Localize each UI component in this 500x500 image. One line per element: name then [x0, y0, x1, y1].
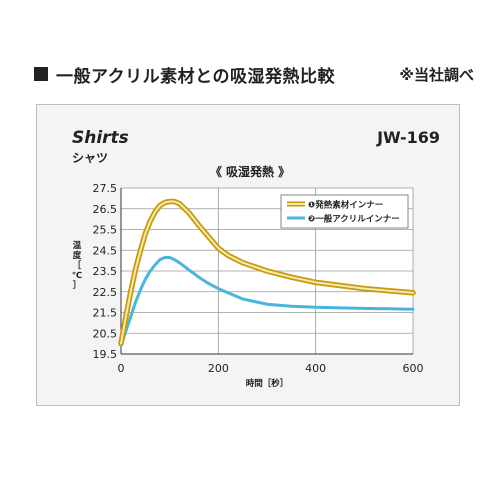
y-tick-label: 19.5 — [93, 348, 118, 361]
x-axis-label: 時間［秒］ — [246, 378, 289, 389]
series-line-acrylic — [119, 256, 415, 348]
product-name: Shirts — [72, 128, 129, 148]
legend-box — [280, 194, 409, 229]
header-note: ※当社調べ — [399, 65, 474, 84]
y-tick-label: 21.5 — [93, 307, 118, 320]
legend-label-acrylic: ❷一般アクリルインナー — [308, 214, 400, 225]
black-square-icon — [34, 67, 48, 81]
x-tick-label: 200 — [208, 362, 229, 375]
y-tick-label: 23.5 — [93, 265, 118, 278]
x-tick-label: 0 — [118, 362, 125, 375]
y-tick-label: 27.5 — [93, 182, 118, 195]
x-tick-label: 600 — [403, 362, 424, 375]
y-tick-label: 25.5 — [93, 224, 118, 237]
y-tick-label: 22.5 — [93, 286, 118, 299]
x-tick-label: 400 — [305, 362, 326, 375]
y-tick-label: 26.5 — [93, 203, 118, 216]
model-number: JW-169 — [377, 128, 440, 147]
header-title: 一般アクリル素材との吸湿発熱比較 — [56, 66, 335, 87]
y-axis-label: 温度［℃］ — [72, 240, 82, 291]
product-name-ja: シャツ — [72, 151, 109, 165]
header: 一般アクリル素材との吸湿発熱比較 ※当社調べ — [34, 60, 474, 88]
chart-title: 《 吸湿発熱 》 — [209, 165, 291, 179]
y-tick-label: 24.5 — [93, 244, 118, 257]
legend-label-heat: ❶発熱素材インナー — [308, 200, 383, 211]
y-tick-label: 20.5 — [93, 327, 118, 340]
series-line-heat — [120, 200, 414, 345]
